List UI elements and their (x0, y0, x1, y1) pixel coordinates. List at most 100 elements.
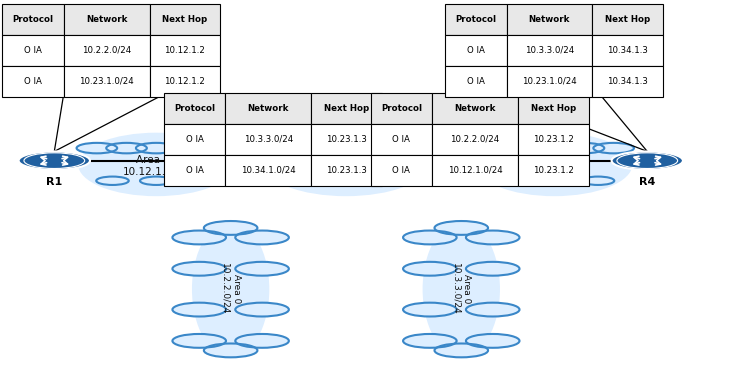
Ellipse shape (504, 143, 545, 153)
Ellipse shape (19, 152, 90, 170)
Ellipse shape (466, 262, 519, 276)
Ellipse shape (475, 143, 516, 153)
FancyBboxPatch shape (64, 35, 150, 66)
Ellipse shape (235, 303, 289, 316)
Ellipse shape (434, 344, 488, 357)
Text: Network: Network (455, 104, 496, 113)
Ellipse shape (356, 143, 398, 153)
FancyBboxPatch shape (150, 35, 220, 66)
Ellipse shape (136, 143, 176, 153)
Text: Protocol: Protocol (381, 104, 422, 113)
Ellipse shape (195, 143, 236, 153)
Ellipse shape (96, 177, 129, 185)
Text: O IA: O IA (466, 77, 485, 86)
FancyBboxPatch shape (64, 66, 150, 97)
Ellipse shape (594, 143, 634, 153)
Ellipse shape (423, 221, 500, 357)
Text: Next Hop: Next Hop (162, 15, 208, 24)
Text: Network: Network (86, 15, 127, 24)
Ellipse shape (582, 177, 615, 185)
Text: O IA: O IA (24, 46, 42, 55)
FancyBboxPatch shape (445, 4, 507, 35)
FancyBboxPatch shape (2, 4, 64, 35)
Text: 10.2.2.0/24: 10.2.2.0/24 (450, 135, 500, 144)
FancyBboxPatch shape (150, 66, 220, 97)
Ellipse shape (375, 177, 408, 185)
Text: 10.23.1.0/24: 10.23.1.0/24 (80, 77, 134, 86)
Ellipse shape (324, 143, 368, 153)
Text: 10.34.1.3: 10.34.1.3 (607, 77, 648, 86)
Text: 10.23.1.3: 10.23.1.3 (326, 135, 367, 144)
FancyBboxPatch shape (507, 66, 592, 97)
Text: Next Hop: Next Hop (324, 104, 369, 113)
FancyBboxPatch shape (311, 155, 382, 186)
FancyBboxPatch shape (592, 35, 663, 66)
Ellipse shape (403, 334, 457, 348)
Ellipse shape (173, 231, 226, 244)
Text: 10.12.1.2: 10.12.1.2 (164, 77, 205, 86)
Text: Protocol: Protocol (13, 15, 54, 24)
FancyBboxPatch shape (507, 4, 592, 35)
Ellipse shape (403, 303, 457, 316)
Ellipse shape (264, 133, 428, 196)
FancyBboxPatch shape (225, 155, 311, 186)
Ellipse shape (612, 152, 683, 170)
Ellipse shape (538, 177, 571, 185)
Text: 10.34.1.3: 10.34.1.3 (607, 46, 648, 55)
Text: Protocol: Protocol (174, 104, 215, 113)
Ellipse shape (78, 133, 234, 196)
Ellipse shape (434, 221, 488, 235)
Text: 10.23.1.3: 10.23.1.3 (326, 166, 367, 175)
FancyBboxPatch shape (432, 93, 518, 124)
Text: Area 0
10.3.3.0/24: Area 0 10.3.3.0/24 (451, 263, 472, 315)
Text: 10.12.1.2: 10.12.1.2 (164, 46, 205, 55)
Ellipse shape (476, 133, 632, 196)
Ellipse shape (204, 344, 257, 357)
Text: O IA: O IA (185, 135, 204, 144)
Ellipse shape (466, 303, 519, 316)
Ellipse shape (173, 334, 226, 348)
FancyBboxPatch shape (518, 93, 589, 124)
FancyBboxPatch shape (445, 66, 507, 97)
Text: Area 34
10.34.1.0/24: Area 34 10.34.1.0/24 (521, 155, 588, 177)
Text: O IA: O IA (392, 166, 411, 175)
FancyBboxPatch shape (518, 124, 589, 155)
FancyBboxPatch shape (371, 124, 432, 155)
Text: 10.23.1.2: 10.23.1.2 (533, 166, 574, 175)
Ellipse shape (403, 231, 457, 244)
FancyBboxPatch shape (2, 35, 64, 66)
Ellipse shape (184, 177, 217, 185)
Text: R1: R1 (46, 177, 62, 187)
Ellipse shape (294, 143, 336, 153)
Text: 10.23.1.2: 10.23.1.2 (533, 135, 574, 144)
Text: O IA: O IA (185, 166, 204, 175)
Ellipse shape (173, 303, 226, 316)
Text: O IA: O IA (392, 135, 411, 144)
Ellipse shape (235, 262, 289, 276)
FancyBboxPatch shape (432, 124, 518, 155)
Text: 10.23.1.0/24: 10.23.1.0/24 (522, 77, 577, 86)
FancyBboxPatch shape (2, 66, 64, 97)
Text: Next Hop: Next Hop (530, 104, 576, 113)
Text: R2: R2 (222, 177, 239, 187)
FancyBboxPatch shape (371, 155, 432, 186)
Ellipse shape (426, 152, 497, 170)
Ellipse shape (77, 143, 118, 153)
Text: Area 12
10.12.1.0/24: Area 12 10.12.1.0/24 (123, 155, 190, 177)
Ellipse shape (195, 152, 266, 170)
Ellipse shape (140, 177, 173, 185)
FancyBboxPatch shape (164, 93, 225, 124)
FancyBboxPatch shape (507, 35, 592, 66)
Ellipse shape (173, 262, 226, 276)
Text: R4: R4 (639, 177, 655, 187)
Ellipse shape (564, 143, 604, 153)
Text: Protocol: Protocol (455, 15, 496, 24)
Text: 10.12.1.0/24: 10.12.1.0/24 (448, 166, 502, 175)
FancyBboxPatch shape (225, 124, 311, 155)
Ellipse shape (494, 177, 527, 185)
FancyBboxPatch shape (164, 124, 225, 155)
FancyBboxPatch shape (311, 93, 382, 124)
FancyBboxPatch shape (371, 93, 432, 124)
Text: 10.3.3.0/24: 10.3.3.0/24 (525, 46, 574, 55)
Text: 10.34.1.0/24: 10.34.1.0/24 (241, 166, 295, 175)
